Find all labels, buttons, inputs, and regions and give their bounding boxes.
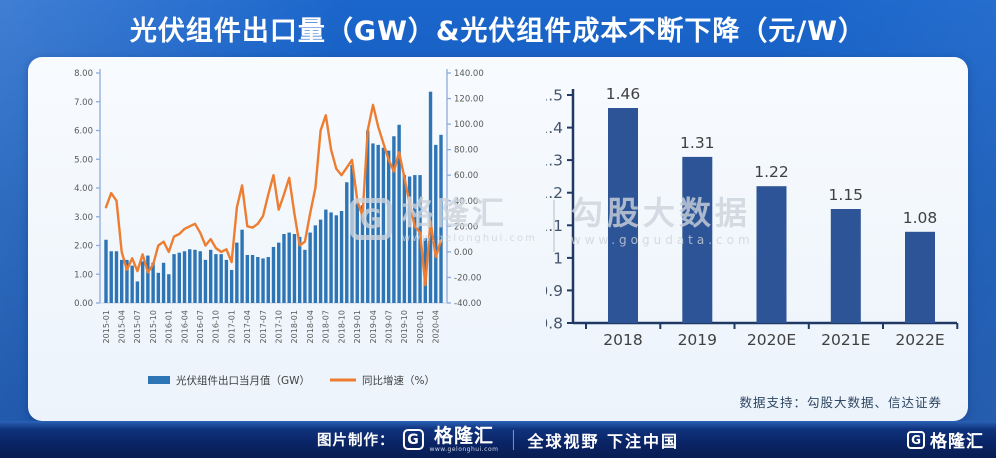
svg-text:5.00: 5.00	[74, 155, 93, 165]
footer-divider	[512, 429, 514, 450]
svg-text:2.00: 2.00	[74, 242, 93, 252]
svg-text:2015-01: 2015-01	[102, 310, 111, 343]
svg-text:2017-10: 2017-10	[275, 310, 284, 343]
svg-text:2018-04: 2018-04	[306, 310, 315, 343]
module-cost-bar-chart-svg: 1.5 1.4 1.3 1.2 1.1 1 0.9 0.8 1.46 2018 1.31 2019 1.…	[546, 85, 959, 349]
svg-text:1.4: 1.4	[546, 119, 563, 137]
svg-text:2016-01: 2016-01	[165, 310, 174, 343]
svg-text:2017-04: 2017-04	[243, 310, 252, 343]
svg-text:2020-01: 2020-01	[416, 310, 425, 343]
svg-text:2017-07: 2017-07	[259, 310, 268, 343]
page-title: 光伏组件出口量（GW）&光伏组件成本不断下降（元/W）	[129, 16, 867, 47]
footer-brand-text: 格隆汇	[433, 424, 494, 447]
svg-text:80.00: 80.00	[454, 146, 478, 156]
svg-text:2019-10: 2019-10	[400, 310, 409, 343]
svg-text:2019: 2019	[678, 331, 717, 349]
svg-text:1.46: 1.46	[606, 85, 641, 103]
made-by-label: 图片制作：	[316, 433, 395, 449]
svg-text:光伏组件出口当月值（GW）: 光伏组件出口当月值（GW）	[176, 374, 310, 387]
svg-text:-40.00: -40.00	[454, 299, 481, 309]
svg-text:2016-10: 2016-10	[212, 310, 221, 343]
svg-text:7.00: 7.00	[74, 98, 93, 108]
footer-right-group: G 格隆汇	[907, 427, 984, 452]
svg-text:1: 1	[553, 249, 563, 267]
svg-text:2018-07: 2018-07	[322, 310, 331, 343]
footer-bar: 图片制作： G 格隆汇 www.gelonghui.com 全球视野 下注中国 …	[0, 421, 996, 458]
svg-text:1.3: 1.3	[546, 152, 563, 170]
svg-text:1.15: 1.15	[829, 186, 864, 204]
svg-text:1.1: 1.1	[546, 217, 563, 235]
svg-text:1.31: 1.31	[680, 134, 715, 152]
svg-text:120.00: 120.00	[454, 95, 484, 105]
chart-card: 0.00 1.00 2.00 3.00 4.00 5.00 6.00 7.00 8.00 -40.…	[28, 57, 968, 421]
svg-text:100.00: 100.00	[454, 120, 484, 130]
gelonghui-logo-icon: G	[402, 429, 424, 450]
footer-center-group: 图片制作： G 格隆汇 www.gelonghui.com 全球视野 下注中国	[316, 424, 680, 453]
svg-text:0.00: 0.00	[74, 299, 93, 309]
svg-text:20.00: 20.00	[454, 222, 478, 232]
svg-text:同比增速（%）: 同比增速（%）	[362, 374, 435, 387]
svg-text:2022E: 2022E	[895, 331, 944, 349]
svg-text:2018-10: 2018-10	[337, 310, 346, 343]
svg-text:2019-07: 2019-07	[385, 310, 394, 343]
svg-text:3.00: 3.00	[74, 213, 93, 223]
svg-text:2016-04: 2016-04	[180, 310, 189, 343]
left-combo-chart: 0.00 1.00 2.00 3.00 4.00 5.00 6.00 7.00 8.00 -40.…	[30, 63, 520, 415]
svg-text:2021E: 2021E	[821, 331, 870, 349]
data-source-note: 数据支持：勾股大数据、信达证券	[739, 395, 942, 410]
svg-text:60.00: 60.00	[454, 171, 478, 181]
svg-text:2020E: 2020E	[747, 331, 796, 349]
right-bar-chart: 1.5 1.4 1.3 1.2 1.1 1 0.9 0.8 1.46 2018 1.31 2019 1.…	[546, 65, 966, 385]
svg-text:140.00: 140.00	[454, 69, 484, 79]
svg-text:2015-10: 2015-10	[149, 310, 158, 343]
svg-text:2018: 2018	[603, 331, 642, 349]
svg-text:2015-04: 2015-04	[118, 310, 127, 343]
svg-text:1.22: 1.22	[754, 163, 789, 181]
svg-text:1.5: 1.5	[546, 87, 563, 105]
svg-text:40.00: 40.00	[454, 197, 478, 207]
svg-text:0.9: 0.9	[546, 282, 563, 300]
svg-text:2019-01: 2019-01	[353, 310, 362, 343]
svg-text:0.00: 0.00	[454, 248, 473, 258]
svg-text:1.2: 1.2	[546, 184, 563, 202]
svg-text:1.00: 1.00	[74, 270, 93, 280]
svg-text:2019-04: 2019-04	[369, 310, 378, 343]
footer-slogan: 全球视野 下注中国	[527, 431, 680, 451]
footer-right-brand-text: 格隆汇	[930, 432, 984, 452]
svg-text:2015-07: 2015-07	[133, 310, 142, 343]
svg-text:1.08: 1.08	[903, 209, 938, 227]
svg-text:2018-01: 2018-01	[290, 310, 299, 343]
gelonghui-logo-small-icon: G	[907, 430, 925, 449]
svg-text:6.00: 6.00	[74, 127, 93, 137]
svg-text:-20.00: -20.00	[454, 273, 481, 283]
svg-text:4.00: 4.00	[74, 184, 93, 194]
footer-brand-url: www.gelonghui.com	[429, 445, 499, 453]
svg-text:2017-01: 2017-01	[227, 310, 236, 343]
svg-text:2016-07: 2016-07	[196, 310, 205, 343]
export-volume-combo-chart-svg: 0.00 1.00 2.00 3.00 4.00 5.00 6.00 7.00 8.00 -40.…	[74, 69, 484, 387]
svg-text:2020-04: 2020-04	[432, 310, 441, 343]
svg-text:8.00: 8.00	[74, 69, 93, 79]
svg-text:0.8: 0.8	[546, 315, 563, 333]
